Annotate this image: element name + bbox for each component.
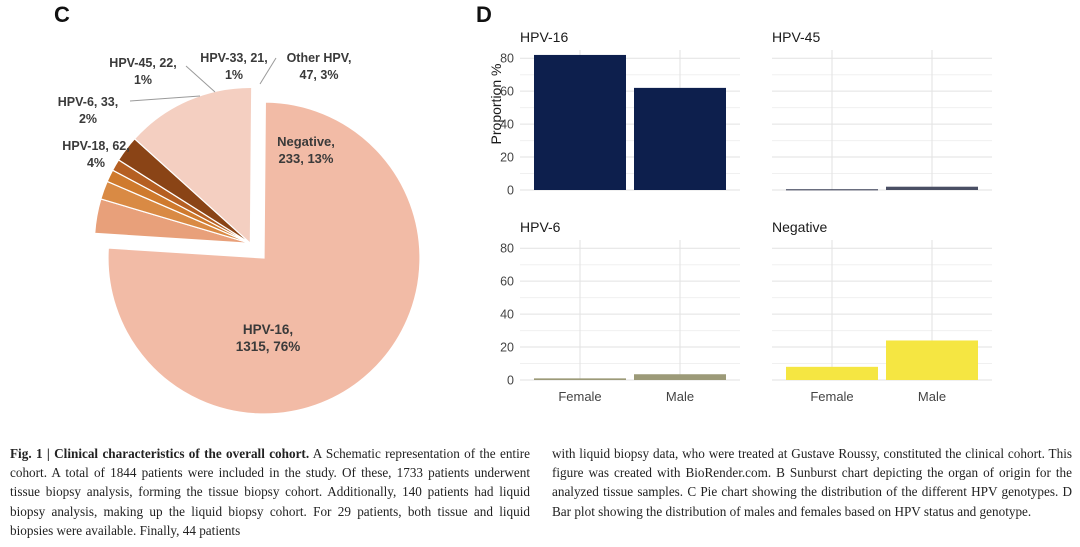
y-tick-label: 80 (500, 242, 514, 256)
y-tick-label: 0 (507, 374, 514, 388)
x-tick-label-female: Female (558, 389, 601, 404)
y-tick-label: 20 (500, 341, 514, 355)
pie-slice-negative (133, 86, 253, 245)
pie-label-other-hpv: Other HPV, 47, 3% (287, 51, 352, 82)
bar-hpv-45-male (886, 186, 978, 190)
pie-leader-line (185, 65, 216, 93)
faceted-bar-chart: HPV-16 0 20 40 60 80 HPV-45 HPV-6 0 20 40 60 80 Femal… (488, 29, 992, 404)
bar-negative-female (786, 366, 878, 380)
facet-title-hpv-6: HPV-6 (520, 219, 561, 235)
pie-label-hpv-6: HPV-6, 33, 2% (58, 95, 118, 126)
facet-hpv-16: HPV-16 0 20 40 60 80 (500, 29, 740, 198)
facet-hpv-6: HPV-6 0 20 40 60 80 Female Male (500, 219, 740, 404)
facet-title-hpv-16: HPV-16 (520, 29, 568, 45)
panel-d-letter: D (476, 2, 492, 27)
x-tick-label-female: Female (810, 389, 853, 404)
bar-hpv-6-male (634, 374, 726, 380)
y-axis-title: Proportion % (488, 64, 504, 145)
caption-right-text: with liquid biopsy data, who were treate… (552, 446, 1072, 519)
y-tick-label: 40 (500, 308, 514, 322)
pie-label-hpv-18: HPV-18, 62, 4% (62, 139, 129, 170)
pie-chart: HPV-16, 1315, 76% Negative, 233, 13% HPV-18,… (58, 51, 421, 415)
y-tick-label: 40 (500, 118, 514, 132)
pie-label-hpv-45: HPV-45, 22, 1% (109, 56, 176, 87)
pie-label-hpv-33: HPV-33, 21, 1% (200, 51, 267, 82)
panel-c-letter: C (54, 2, 70, 27)
facet-title-hpv-45: HPV-45 (772, 29, 820, 45)
x-tick-label-male: Male (666, 389, 694, 404)
bar-hpv-6-female (534, 378, 626, 380)
figure-caption-right: with liquid biopsy data, who were treate… (552, 444, 1072, 521)
x-tick-label-male: Male (918, 389, 946, 404)
y-tick-label: 80 (500, 52, 514, 66)
y-tick-label: 60 (500, 275, 514, 289)
facet-title-negative: Negative (772, 219, 827, 235)
caption-left-text: A Schematic representation of the entire… (10, 446, 530, 538)
pie-label-negative: Negative, 233, 13% (277, 134, 335, 166)
bar-hpv-16-male (634, 87, 726, 190)
facet-hpv-45: HPV-45 (772, 29, 992, 191)
bar-negative-male (886, 340, 978, 380)
caption-title: Fig. 1 | Clinical characteristics of the… (10, 446, 310, 461)
bar-hpv-16-female (534, 54, 626, 190)
figure-caption-left: Fig. 1 | Clinical characteristics of the… (10, 444, 530, 540)
facet-negative: Negative Female Male (772, 219, 992, 404)
bar-hpv-45-female (786, 189, 878, 191)
y-tick-label: 60 (500, 85, 514, 99)
y-tick-label: 20 (500, 151, 514, 165)
pie-leader-line (259, 57, 277, 85)
y-tick-label: 0 (507, 184, 514, 198)
pie-leader-line (129, 95, 201, 102)
pie-label-hpv-16: HPV-16, 1315, 76% (236, 322, 301, 354)
pie-slice-hpv-16 (107, 101, 421, 415)
